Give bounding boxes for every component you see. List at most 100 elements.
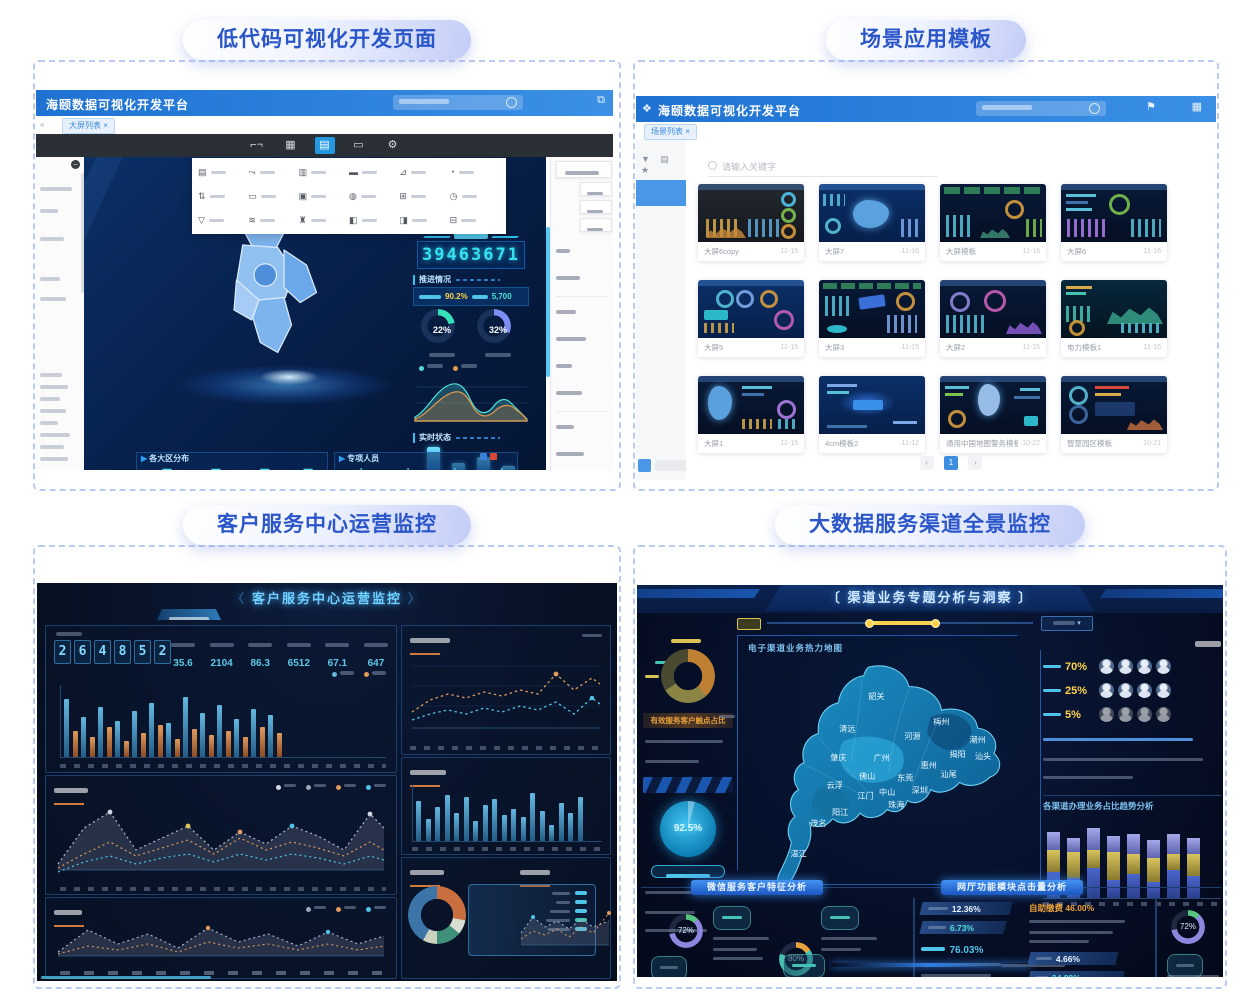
editor-tab[interactable]: 大屏列表 × [62,118,115,134]
chart-type-item[interactable]: ▬ [349,167,399,177]
chart-type-item[interactable]: ▣ [299,191,349,202]
layout-tool-icon[interactable]: ⌐¬ [250,139,263,151]
chart-type-item[interactable]: ⊞ [399,191,449,202]
gallery-header-search[interactable] [976,101,1106,116]
call-volume-bars [60,685,386,758]
sidebar-icons[interactable]: ▼ ▤ ★ [641,154,673,175]
webhall-highlight: 自助缴费 46.00% 4.66% 24.89% [1027,902,1149,977]
chart-type-item[interactable]: ⊟ [450,215,500,226]
trend-section-title: 各渠道办理业务占比趋势分析 [1043,795,1221,812]
right-line-chart [411,665,601,729]
time-slider[interactable]: ▾ [637,615,1223,633]
template-card[interactable]: 大屏5 11-15 [698,280,804,357]
dashboard-banner: 〔 渠道业务专题分析与洞察 〕 [637,585,1223,613]
editor-header-search[interactable] [393,95,523,110]
chart-type-item[interactable]: ▤ [198,167,248,178]
chart-type-item[interactable]: ⇅ [198,191,248,202]
chart-type-item[interactable]: ▽ [198,215,248,226]
template-thumbnail [698,376,804,434]
canvas-scrollbar[interactable] [546,227,550,377]
right-line-box [401,625,611,755]
template-card[interactable]: 大屏7 11-16 [819,184,925,261]
template-card[interactable]: 通用中国地图警务模板 10-22 [940,376,1046,453]
sidebar-selected-item[interactable] [636,180,686,206]
editor-app-title: 海颐数据可视化开发平台 [46,98,190,112]
x-axis-labels [410,746,602,750]
svg-text:河源: 河源 [904,731,920,741]
red-badge-icon[interactable] [490,453,497,460]
chart-type-item[interactable]: ▥ [299,167,349,178]
sidebar-bottom-button[interactable] [638,459,651,472]
template-card[interactable]: 大屏6 11-16 [1061,184,1167,261]
gallery-app-header: ❖ 海颐数据可视化开发平台 ⚑ ▦ [636,96,1216,122]
svg-text:江门: 江门 [857,791,873,801]
svg-text:肇庆: 肇庆 [830,753,846,763]
template-card[interactable]: 大屏2 11-15 [940,280,1046,357]
page-current[interactable]: 1 [944,456,958,470]
chart-type-item[interactable]: ♜ [299,215,349,226]
slider-start-tag [737,618,761,630]
slider-handle-right[interactable] [931,619,941,628]
chart-type-item[interactable]: ▭ [248,191,298,202]
partial-section: 72% [1163,902,1223,977]
template-card[interactable]: 智慧园区模板 10-21 [1061,376,1167,453]
page-next[interactable]: › [968,456,983,470]
template-thumbnail [819,184,925,242]
trend-1-title [54,782,88,805]
svg-text:阳江: 阳江 [832,808,848,817]
pagination: ‹ 1 › [686,452,1216,470]
template-card[interactable]: 大屏3 11-15 [819,280,925,357]
sidebar-bottom-pill [655,460,689,471]
panel-service-badge: 客户服务中心运营监控 [183,505,471,545]
template-card[interactable]: 大屏6copy 11-15 [698,184,804,261]
chart-type-item[interactable]: ◧ [349,215,399,226]
template-card[interactable]: 大屏模板 11-16 [940,184,1046,261]
slider-handle-left[interactable] [865,619,875,628]
tab-close-icon[interactable]: × [685,127,690,136]
gallery-tab[interactable]: 场景列表 × [644,124,697,140]
sidebar-scrollbar[interactable] [81,173,84,293]
float-btn-3[interactable] [580,218,612,232]
svg-text:清远: 清远 [839,724,855,734]
right-bars-title [410,764,446,787]
collapse-icon[interactable]: – [71,160,80,169]
chart-type-item[interactable]: ◨ [399,215,449,226]
settings-tool-icon[interactable]: ⚙ [387,139,398,151]
grid-tool-icon[interactable]: ▦ [285,139,296,151]
heat-map-title: 电子渠道业务热力地图 [748,643,844,653]
tab-close-icon[interactable]: × [103,121,108,130]
page-prev[interactable]: ‹ [919,456,934,470]
float-settings-box[interactable] [556,161,612,178]
gallery-search-input[interactable]: 请输入关键字 [708,158,938,177]
apps-grid-icon[interactable]: ▦ [1191,101,1202,113]
chart-type-item[interactable]: ◷ [450,191,500,202]
bars-legend [332,670,386,677]
big-number: 39463671 [417,241,525,269]
chart-type-item[interactable]: ◔ [450,167,500,177]
float-btn-2[interactable] [580,200,612,214]
layer-sidebar: – [36,157,85,470]
panel-header-deco [411,227,531,239]
chart-type-item[interactable]: ⤳ [248,167,298,178]
gauge-2: 32% [477,309,519,357]
window-icon[interactable]: ⧉ [597,94,605,106]
chart-tool-icon[interactable]: ▤ [314,137,335,154]
template-card[interactable]: 大屏1 11-15 [698,376,804,453]
flag-icon[interactable]: ⚑ [1146,101,1156,113]
left-column: 有效服务客户触点占比 92.5% [641,635,735,973]
progress-area: 5,700 [491,292,512,301]
chart-type-item[interactable]: ≋ [248,215,298,226]
panel-gallery: 场景应用模板 ❖ 海颐数据可视化开发平台 ⚑ ▦ 场景列表 × ▼ ▤ ★ 请输… [633,20,1219,491]
region-stats-panel: ▶各大区分布 17万 29万 27万 4万 [136,452,328,470]
banner-wing-left [637,589,761,598]
blue-badge-icon[interactable] [480,453,487,460]
float-btn-1[interactable] [580,182,612,196]
template-card[interactable]: 电力模板1 11-15 [1061,280,1167,357]
chart-type-item[interactable]: ⊿ [399,167,449,178]
screen-tool-icon[interactable]: ▭ [353,139,364,151]
chart-type-item[interactable]: ◍ [349,191,399,202]
template-card[interactable]: 4cm模板2 11-12 [819,376,925,453]
range-dropdown[interactable]: ▾ [1041,616,1093,631]
